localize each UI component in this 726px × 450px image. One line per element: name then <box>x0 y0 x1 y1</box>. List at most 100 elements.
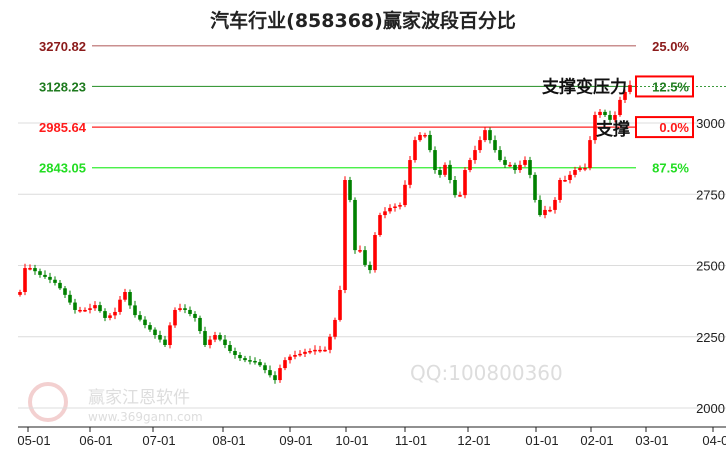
candle-body <box>598 111 602 116</box>
candle-body <box>78 309 82 312</box>
candle-body <box>538 199 542 216</box>
level-percent-label: 0.0% <box>659 120 689 135</box>
candle-body <box>303 351 307 354</box>
candle-body <box>583 168 587 170</box>
candle-body <box>103 311 107 318</box>
candle-body <box>468 160 472 171</box>
level-price-label: 3270.82 <box>39 39 86 54</box>
x-tick-label: 10-01 <box>335 433 368 448</box>
candle-body <box>233 351 237 355</box>
candle-body <box>463 170 467 196</box>
candle-body <box>623 91 627 100</box>
candle-body <box>373 235 377 271</box>
candle-body <box>628 85 632 92</box>
candle-body <box>383 211 387 216</box>
watermark-logo <box>28 382 68 422</box>
candle-body <box>53 279 57 283</box>
level-percent-label: 87.5% <box>652 161 689 176</box>
candle-body <box>408 160 412 185</box>
candle-body <box>188 309 192 314</box>
candle-body <box>368 264 372 271</box>
candle-body <box>343 180 347 291</box>
annotation-pressure: 支撑变压力 <box>542 76 627 97</box>
candle-body <box>398 205 402 207</box>
x-tick-label: 08-01 <box>212 433 245 448</box>
candle-body <box>18 292 22 295</box>
x-tick-label: 11-01 <box>395 433 427 448</box>
candle-body <box>548 209 552 212</box>
candle-body <box>58 282 62 289</box>
candle-body <box>223 339 227 346</box>
candle-body <box>178 308 182 310</box>
candle-body <box>353 199 357 251</box>
candle-body <box>108 315 112 318</box>
candle-body <box>203 331 207 346</box>
candle-body <box>478 140 482 151</box>
x-tick-label: 07-01 <box>142 433 175 448</box>
watermark-qq: QQ:100800360 <box>410 361 563 385</box>
candle-body <box>263 365 267 371</box>
level-price-label: 3128.23 <box>39 79 86 94</box>
candle-body <box>323 349 327 352</box>
candle-body <box>238 354 242 359</box>
y-tick-label: 2500 <box>696 259 725 274</box>
candle-body <box>498 150 502 161</box>
candle-body <box>573 170 577 175</box>
candle-body <box>393 206 397 209</box>
candle-body <box>278 368 282 381</box>
candle-body <box>298 353 302 356</box>
candle-body <box>493 140 497 151</box>
x-tick-label: 03-01 <box>635 433 668 448</box>
candle-body <box>33 268 37 272</box>
candle-body <box>513 164 517 171</box>
candle-body <box>308 351 312 353</box>
candle-body <box>153 329 157 336</box>
candle-body <box>128 292 132 306</box>
candle-body <box>243 358 247 361</box>
candle-body <box>218 335 222 340</box>
candle-body <box>523 160 527 165</box>
level-percent-label: 12.5% <box>652 79 689 94</box>
candle-body <box>613 115 617 120</box>
candle-body <box>193 313 197 318</box>
candle-body <box>483 130 487 141</box>
candle-body <box>253 360 257 363</box>
candle-body <box>543 209 547 216</box>
candle-body <box>333 319 337 337</box>
candle-body <box>118 299 122 312</box>
candle-body <box>443 164 447 175</box>
candle-body <box>558 180 562 200</box>
candle-body <box>213 335 217 340</box>
candle-body <box>453 180 457 196</box>
candle-body <box>208 339 212 346</box>
candle-body <box>473 150 477 161</box>
candle-body <box>438 170 442 175</box>
candle-body <box>248 360 252 362</box>
candle-body <box>618 99 622 116</box>
candle-body <box>123 292 127 300</box>
candle-body <box>198 317 202 332</box>
watermark-brand: 赢家江恩软件 <box>88 388 190 408</box>
candle-body <box>158 335 162 340</box>
candle-body <box>168 325 172 346</box>
candle-body <box>458 195 462 197</box>
annotation-support: 支撑 <box>596 119 630 140</box>
candle-body <box>143 319 147 326</box>
y-tick-label: 2000 <box>696 401 725 416</box>
candle-body <box>448 164 452 180</box>
candle-body <box>258 362 262 366</box>
candle-body <box>428 134 432 151</box>
pressure-box <box>635 75 694 98</box>
candle-body <box>528 160 532 175</box>
candle-body <box>283 360 287 369</box>
candle-body <box>138 315 142 320</box>
candle-body <box>588 140 592 169</box>
candle-body <box>388 207 392 212</box>
x-tick-label: 12-01 <box>457 433 490 448</box>
candle-body <box>328 336 332 350</box>
level-price-label: 2843.05 <box>39 161 86 176</box>
candle-body <box>418 134 422 141</box>
candle-body <box>433 150 437 171</box>
